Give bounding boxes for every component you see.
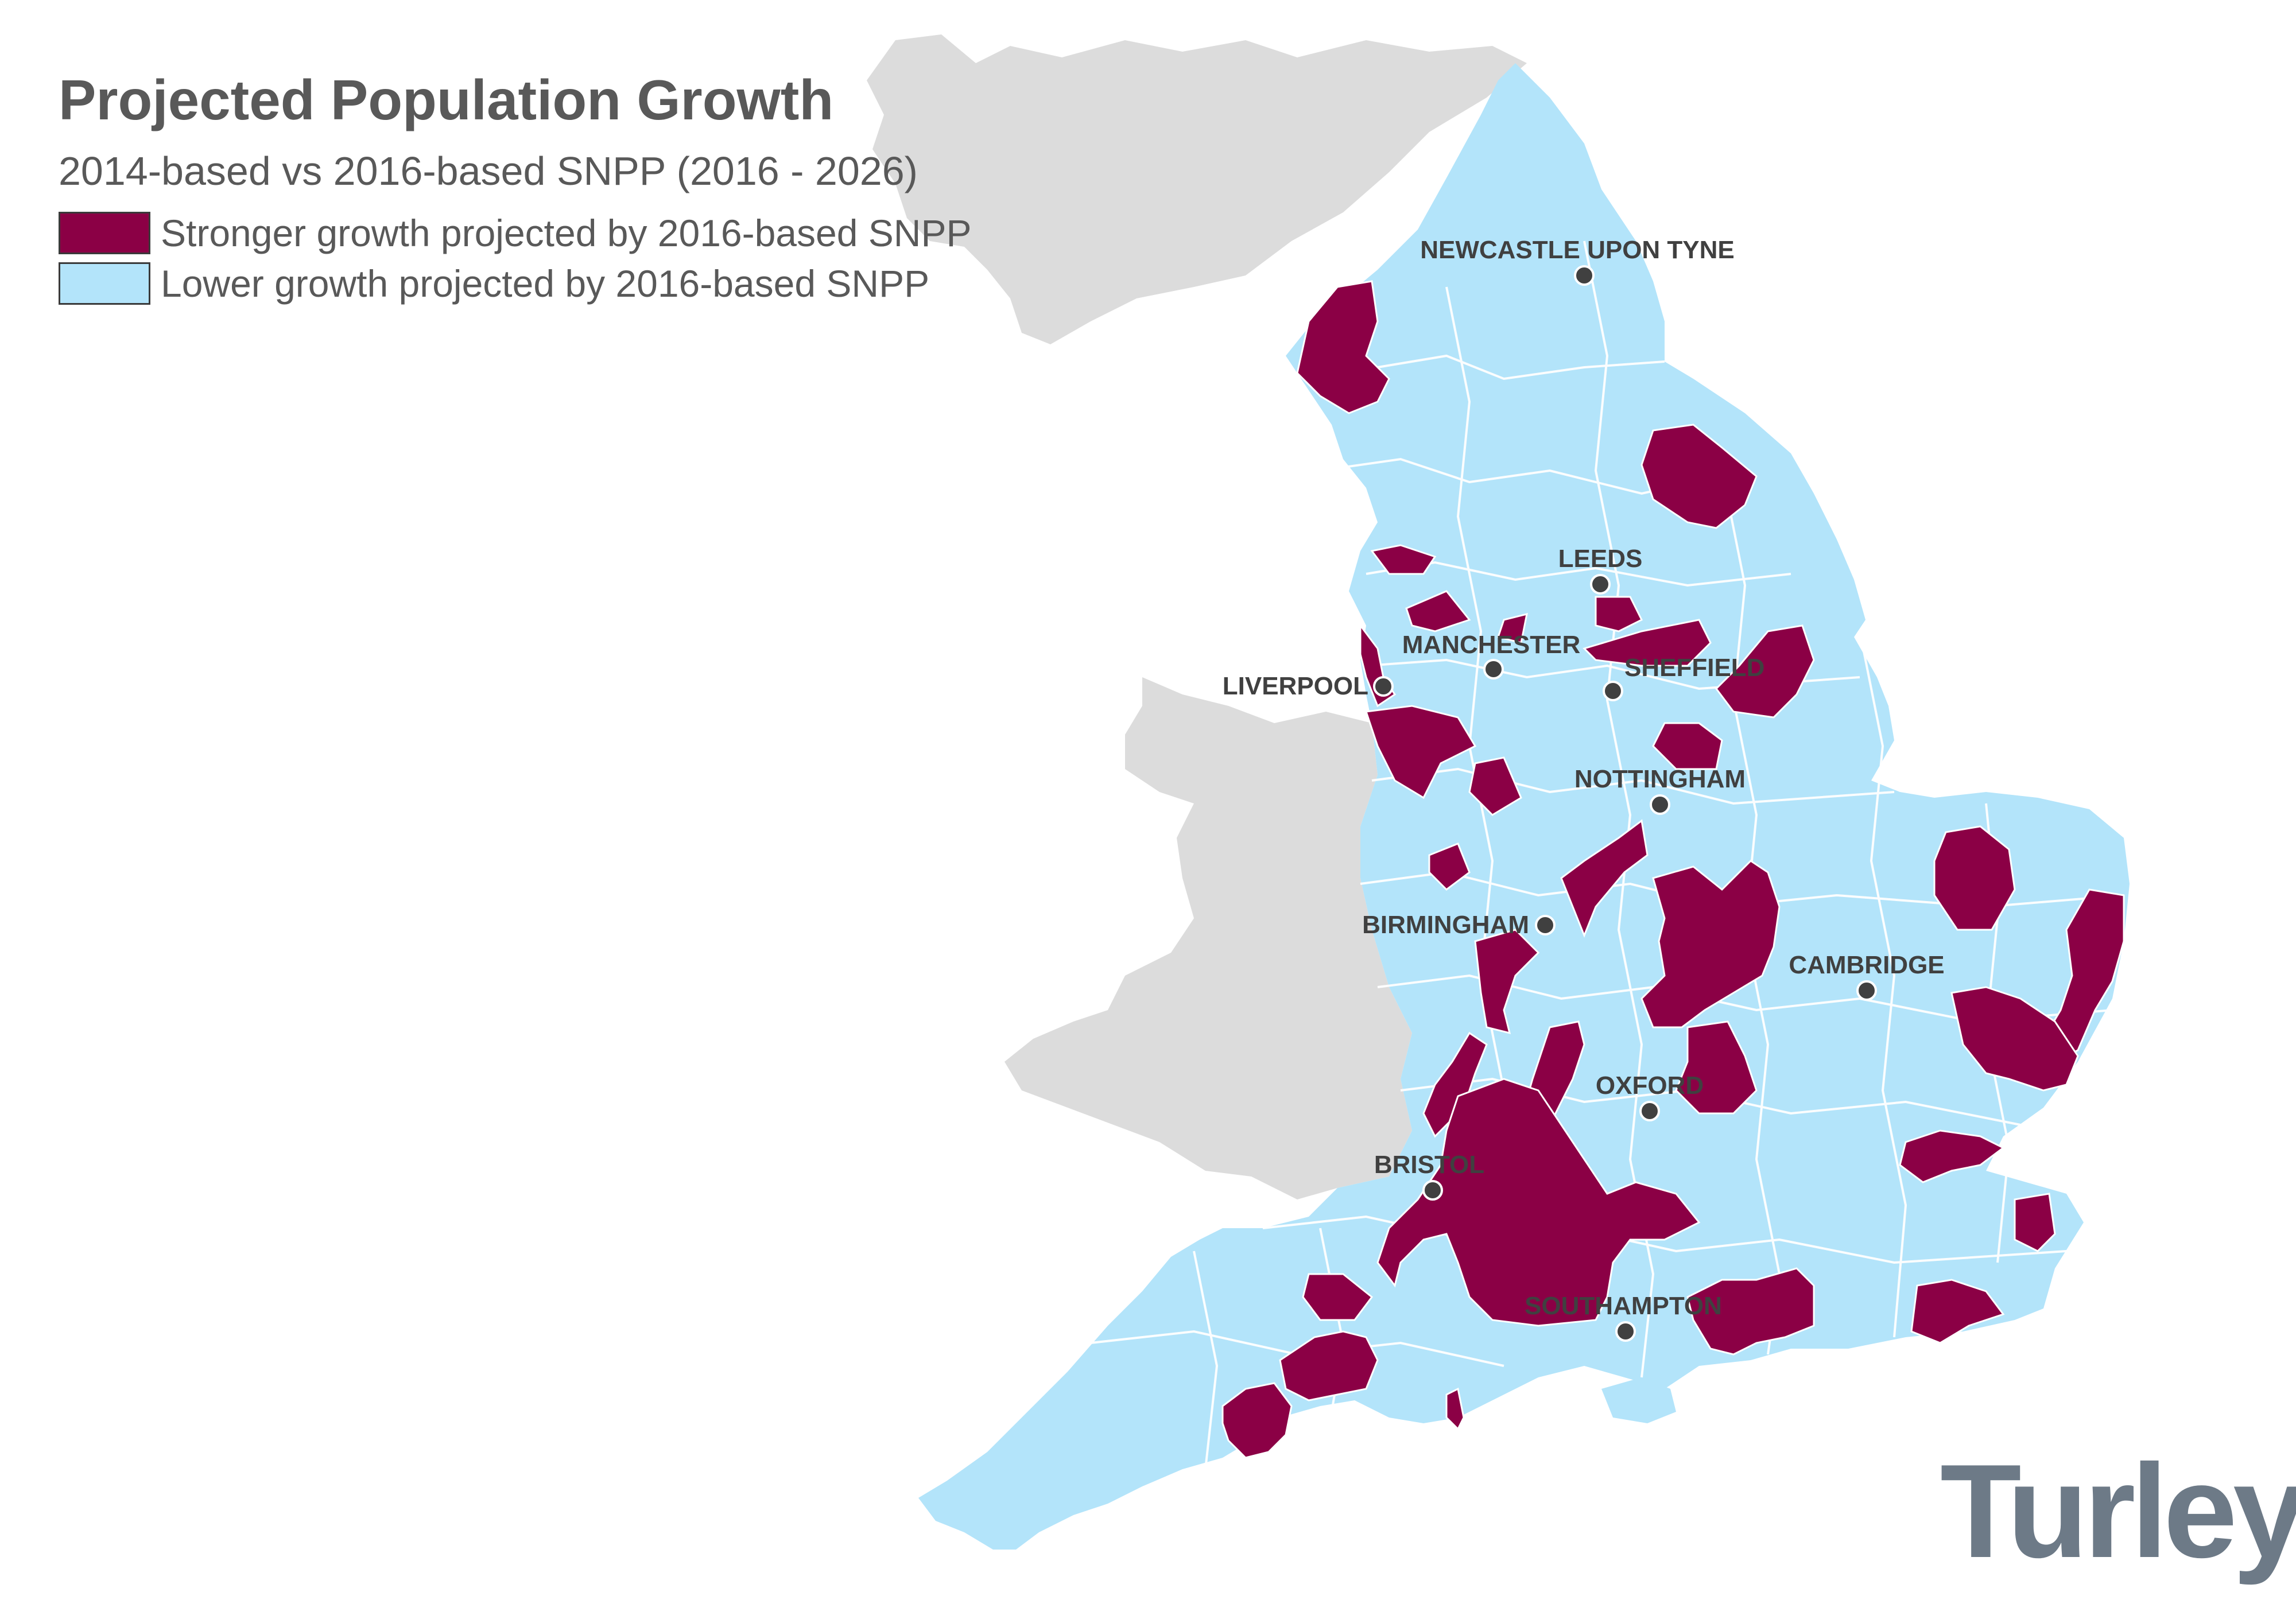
city-leeds: LEEDS [1558, 545, 1643, 595]
city-label: MANCHESTER [1402, 631, 1580, 659]
city-liverpool: LIVERPOOL [1223, 672, 1394, 700]
legend-item-stronger: Stronger growth projected by 2016-based … [59, 211, 972, 255]
legend-label: Lower growth projected by 2016-based SNP… [161, 262, 930, 305]
city-southampton: SOUTHAMPTON [1525, 1292, 1722, 1342]
city-cambridge: CAMBRIDGE [1789, 951, 1945, 1001]
city-label: SOUTHAMPTON [1525, 1292, 1722, 1320]
city-bristol: BRISTOL [1374, 1151, 1484, 1201]
city-oxford: OXFORD [1596, 1071, 1704, 1121]
city-sheffield: SHEFFIELD [1603, 654, 1764, 701]
city-label: BRISTOL [1374, 1151, 1484, 1179]
turley-logo: Turley [1940, 1437, 2296, 1586]
stronger-growth-regions [1221, 280, 2125, 1459]
england-land [918, 63, 2130, 1550]
city-label: NOTTINGHAM [1574, 765, 1746, 793]
legend-item-lower: Lower growth projected by 2016-based SNP… [59, 262, 929, 305]
city-newcastle: NEWCASTLE UPON TYNE [1420, 236, 1735, 286]
legend-label: Stronger growth projected by 2016-based … [161, 212, 972, 254]
city-manchester: MANCHESTER [1402, 631, 1580, 680]
city-label: CAMBRIDGE [1789, 951, 1944, 979]
city-nottingham: NOTTINGHAM [1574, 765, 1746, 815]
city-label: LIVERPOOL [1223, 672, 1368, 700]
city-label: LEEDS [1558, 545, 1643, 573]
wales-land [1004, 677, 1412, 1199]
isle-of-wight [1601, 1377, 1676, 1423]
city-label: SHEFFIELD [1624, 654, 1764, 682]
legend-swatch-lower [59, 262, 150, 305]
city-label: OXFORD [1596, 1071, 1704, 1100]
city-markers: NEWCASTLE UPON TYNE LEEDS MANCHESTER LIV… [1223, 236, 1945, 1342]
map-subtitle: 2014-based vs 2016-based SNPP (2016 - 20… [59, 149, 918, 193]
city-label: BIRMINGHAM [1362, 911, 1529, 939]
scotland-land [867, 34, 1527, 344]
city-label: NEWCASTLE UPON TYNE [1420, 236, 1735, 264]
map-title: Projected Population Growth [59, 68, 834, 131]
city-birmingham: BIRMINGHAM [1362, 911, 1556, 939]
legend-swatch-stronger [59, 212, 150, 254]
